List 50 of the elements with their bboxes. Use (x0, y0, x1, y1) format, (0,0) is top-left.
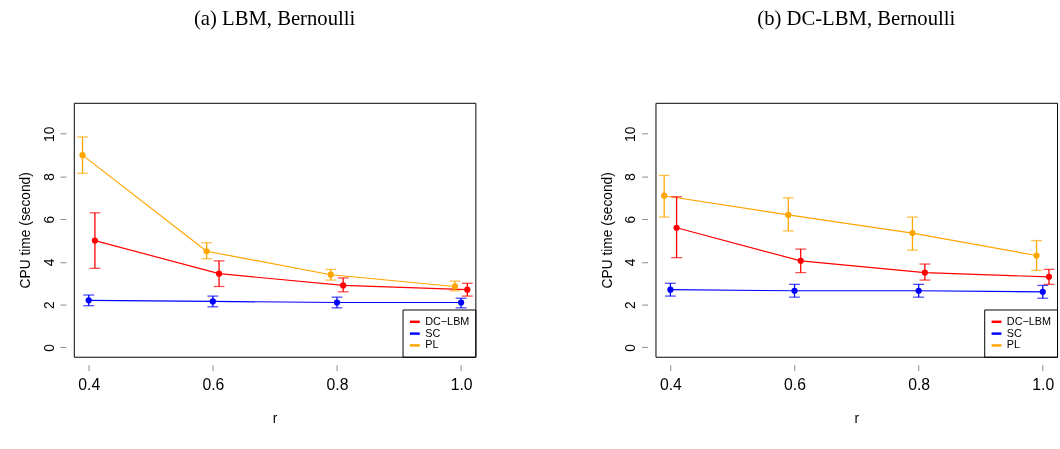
y-tick-label: 0 (623, 343, 639, 352)
y-tick-label: 10 (41, 126, 57, 142)
legend-label: SC (1006, 326, 1023, 339)
y-tick-label: 2 (41, 301, 57, 309)
point (667, 286, 674, 293)
y-tick-label: 4 (41, 258, 57, 267)
x-axis-title: r (854, 411, 860, 427)
point (1045, 273, 1053, 280)
y-tick-label: 6 (41, 215, 57, 224)
x-tick-label: 0.6 (784, 375, 807, 393)
y-tick-label: 4 (623, 258, 639, 267)
point (791, 287, 798, 294)
point (79, 152, 86, 159)
point (915, 287, 922, 294)
point (661, 192, 668, 199)
point (909, 229, 916, 237)
x-tick-label: 0.4 (78, 375, 101, 393)
legend-label: SC (425, 326, 441, 339)
point (464, 286, 471, 293)
y-axis-title: CPU time (second) (18, 172, 34, 289)
point (797, 257, 804, 264)
chart-title: (b) DC-LBM, Bernoulli (757, 7, 956, 31)
point (91, 237, 99, 244)
point (921, 269, 928, 276)
y-tick-label: 6 (623, 215, 639, 224)
legend-label: DC−LBM (1006, 314, 1052, 327)
point (673, 224, 680, 231)
point (340, 282, 347, 289)
point (785, 211, 792, 219)
legend-label: PL (425, 338, 439, 351)
x-tick-label: 0.4 (659, 375, 683, 393)
y-tick-label: 2 (623, 301, 639, 309)
point (215, 270, 223, 277)
x-tick-label: 0.8 (908, 375, 931, 393)
point (1033, 252, 1040, 259)
x-tick-label: 1.0 (450, 375, 473, 393)
y-tick-label: 8 (41, 172, 57, 181)
y-tick-label: 10 (623, 126, 639, 142)
x-tick-label: 0.8 (326, 375, 349, 393)
y-tick-label: 8 (623, 172, 639, 181)
legend-label: PL (1006, 338, 1021, 351)
x-axis-title: r (272, 411, 278, 427)
x-tick-label: 0.6 (202, 375, 225, 393)
y-tick-label: 0 (41, 343, 57, 352)
point (203, 248, 210, 255)
y-axis-title: CPU time (second) (599, 172, 615, 289)
legend-label: DC−LBM (425, 314, 470, 327)
point (1039, 288, 1046, 295)
x-tick-label: 1.0 (1032, 375, 1055, 393)
chart-title: (a) LBM, Bernoulli (193, 7, 356, 31)
